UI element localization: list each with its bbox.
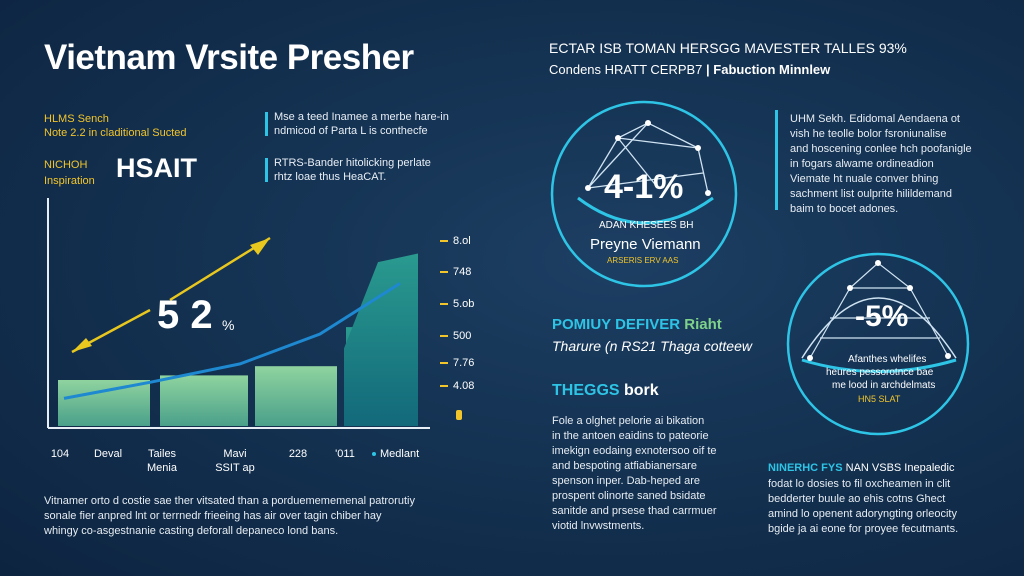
left-label-4: Inspiration — [44, 175, 95, 187]
y-tick: 8.ol — [440, 235, 471, 247]
trend-line — [63, 282, 401, 400]
bar-4 — [344, 253, 418, 426]
mid-right-line: viotid lnvwstments. — [552, 520, 645, 532]
note1-line1: Mse a teed Inamee a merbe hare-in — [274, 111, 449, 123]
mid-right-line: prospent olinorte saned bsidate — [552, 490, 706, 502]
big-tag: HSAIT — [116, 153, 197, 183]
right-para-line: Viemate ht nuale conver bhing — [790, 173, 939, 185]
circle1-sub2: Preyne Viemann — [590, 236, 701, 253]
footer-right-heading: NINERHC FYS NAN VSBS Inepaledic — [768, 462, 955, 474]
left-label-1: HLMS Sench — [44, 113, 109, 125]
right-para-line: baim to bocet adones. — [790, 203, 899, 215]
section-heading-2: THEGGS bork — [552, 382, 659, 399]
y-axis-marker — [456, 410, 462, 420]
mid-right-line: sanitde and prsese thad carrmuer — [552, 505, 717, 517]
circle2-value: -5% — [855, 300, 909, 333]
right-rule — [775, 110, 778, 210]
circle2-sub3: me lood in archdelmats — [832, 380, 936, 391]
x-tick: 104 — [50, 448, 70, 460]
note-rule-1 — [265, 112, 268, 136]
circle1-sub3: ARSERIS ERV AAS — [607, 256, 679, 265]
bar-2 — [255, 366, 337, 426]
circle1-value: 4-1% — [604, 168, 684, 206]
peak-label: 5 2 — [157, 293, 213, 337]
right-para-line: sachment list oulprite hilildemand — [790, 188, 953, 200]
footer-right-line: bedderter buule ao ehis cotns Ghect — [768, 493, 946, 505]
footer-left-line1: Vitnamer orto d costie sae ther vitsated… — [44, 495, 415, 507]
left-label-3: NICHOH — [44, 159, 88, 171]
right-para-line: vish he teolle bolor fsroniunalise — [790, 128, 947, 140]
circle2-sub4: HN5 SLAT — [858, 394, 901, 404]
y-tick: 5.ob — [440, 298, 474, 310]
footer-left-line2: sonale fier anpred lnt or terrnedr friee… — [44, 510, 382, 522]
note1-line2: ndmicod of Parta L is conthecfe — [274, 125, 428, 137]
right-header-1: ECTAR ISB TOMAN HERSGG MAVESTER TALLES 9… — [549, 40, 907, 56]
peak-suffix: % — [222, 317, 235, 333]
mid-right-line: spenson inper. Dab-heped are — [552, 475, 700, 487]
bar-0 — [58, 380, 150, 426]
x-tick: 228 — [288, 448, 308, 460]
right-para-line: UHM Sekh. Edidomal Aendaena ot — [790, 113, 960, 125]
section-heading-1: POMIUY DEFIVER Riaht — [552, 316, 722, 333]
footer-right-line: fodat lo dosies to fil oxcheamen in clit — [768, 478, 951, 490]
section-subheading-1: Tharure (n RS21 Thaga cotteew — [552, 338, 752, 354]
x-tick: Deval — [93, 448, 123, 460]
mid-right-line: and bespoting atfiabianersare — [552, 460, 697, 472]
note2-line1: RTRS-Bander hitolicking perlate — [274, 157, 431, 169]
x-tick: Tailes Menia — [147, 448, 177, 474]
mid-right-line: Fole a olghet pelorie ai bikation — [552, 415, 705, 427]
y-tick: 7.76 — [440, 357, 474, 369]
y-tick: 748 — [440, 266, 471, 278]
footer-right-line: bgide ja ai eone for proyee fecutmants. — [768, 523, 959, 535]
mid-right-line: imekign eodaing exnotersoo oif te — [552, 445, 717, 457]
mid-right-line: in the antoen eaidins to pateorie — [552, 430, 709, 442]
footer-left-line3: whingy co-asgestnanie casting deforall d… — [44, 525, 339, 537]
note2-line2: rhtz loae thus HeaCAT. — [274, 171, 387, 183]
circle2-sub1: Afanthes whelifes — [848, 354, 927, 365]
right-para-line: and hoscening conlee hch poofanigle — [790, 143, 972, 155]
x-tick: Mavi SSIT ap — [215, 448, 255, 474]
page-title: Vietnam Vrsite Presher — [44, 38, 414, 77]
arrow-up-head — [250, 238, 270, 255]
y-tick: 4.08 — [440, 380, 474, 392]
x-tick: '011 — [335, 448, 355, 460]
note-rule-2 — [265, 158, 268, 182]
circle1-sub1: ADAN KHESEES BH — [599, 220, 694, 231]
circle2-sub2: heures pessorotnce bae — [826, 367, 934, 378]
footer-right-line: amind lo openent adoryngting orleocity — [768, 508, 957, 520]
circle-gauge-2 — [786, 252, 970, 436]
left-label-2: Note 2.2 in claditional Sucted — [44, 127, 187, 139]
circle-gauge-1 — [550, 100, 738, 288]
right-para-line: in fogars alwame ordineadion — [790, 158, 934, 170]
y-tick: 500 — [440, 330, 471, 342]
chart-legend: Medlant — [372, 447, 419, 461]
right-header-2: Condens HRATT CERPB7 | Fabuction Minnlew — [549, 62, 831, 77]
bar-1 — [160, 375, 248, 426]
arrow-down-head — [72, 338, 92, 352]
